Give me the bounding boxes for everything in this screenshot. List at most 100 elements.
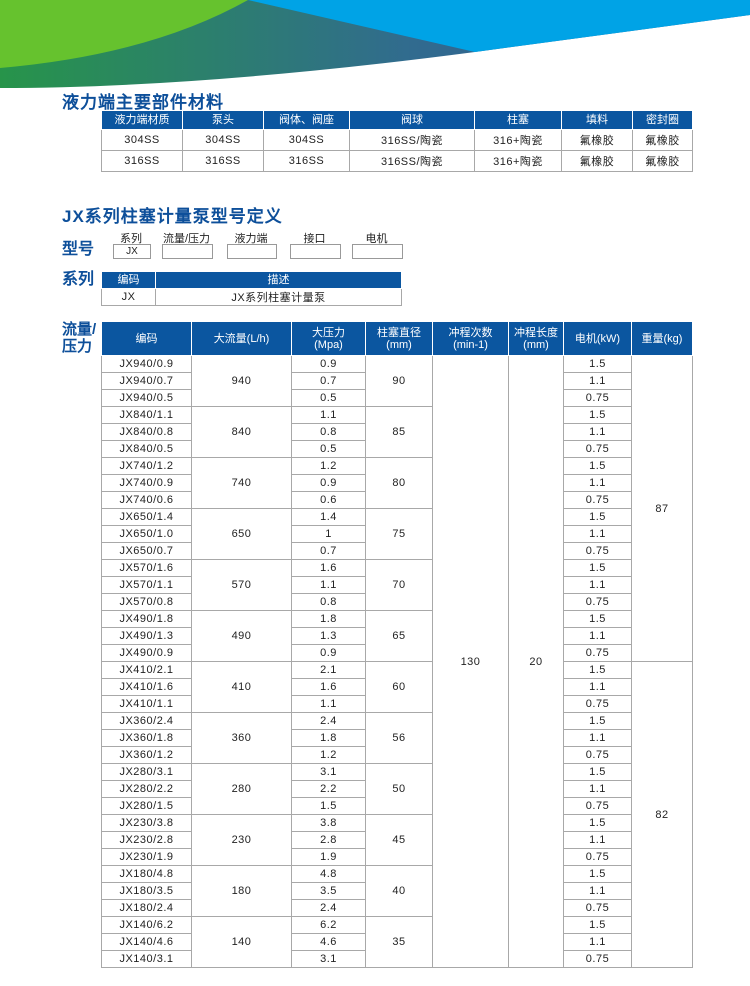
table-row: JX360/2.4 360 2.4 56 1.5 [101, 712, 693, 764]
table-row: JX940/0.9 940 0.9 90 130 20 1.5 87 [101, 355, 693, 968]
motor-power: 1.1 [563, 423, 632, 441]
max-pressure: 1.1 [291, 695, 366, 713]
materials-header: 填料 [561, 111, 633, 130]
model-code: JX410/1.1 [101, 695, 192, 713]
flow-header: 大流量(L/h) [191, 322, 292, 356]
plunger-diameter: 65 [365, 610, 433, 662]
motor-power: 1.5 [563, 814, 632, 832]
max-flow: 840 [191, 406, 292, 458]
model-field-1-box [162, 244, 213, 259]
model-code: JX280/3.1 [101, 763, 192, 781]
table-row: JX740/1.2 740 1.2 80 1.5 [101, 457, 693, 509]
max-flow: 570 [191, 559, 292, 611]
max-pressure: 1.1 [291, 406, 366, 424]
model-field-3-box [290, 244, 341, 259]
max-pressure: 1.8 [291, 729, 366, 747]
motor-power: 1.5 [563, 661, 632, 679]
table-row: JX650/1.0 1 1.1 [101, 525, 693, 543]
model-code: JX490/1.3 [101, 627, 192, 645]
flow-header: 大压力 (Mpa) [291, 322, 366, 356]
model-code: JX650/1.0 [101, 525, 192, 543]
series-header-desc: 描述 [155, 272, 402, 289]
model-code: JX490/0.9 [101, 644, 192, 662]
model-field-label: 接口 [303, 233, 326, 245]
max-pressure: 1.2 [291, 457, 366, 475]
table-row: JX650/1.4 650 1.4 75 1.5 [101, 508, 693, 560]
materials-header: 阀体、阀座 [263, 111, 350, 130]
table-row: JX570/1.6 570 1.6 70 1.5 [101, 559, 693, 611]
table-row: JX940/0.7 0.7 1.1 [101, 372, 693, 390]
table-row: JX740/0.6 0.6 0.75 [101, 491, 693, 509]
motor-power: 1.5 [563, 916, 632, 934]
motor-power: 0.75 [563, 644, 632, 662]
table-row: JX490/1.8 490 1.8 65 1.5 [101, 610, 693, 662]
motor-power: 1.1 [563, 882, 632, 900]
table-row: JX280/3.1 280 3.1 50 1.5 [101, 763, 693, 815]
max-flow: 280 [191, 763, 292, 815]
motor-power: 1.5 [563, 508, 632, 526]
table-row: 316SS 316SS 316SS 316SS/陶瓷 316+陶瓷 氟橡胶 氟橡胶 [101, 150, 693, 172]
table-row: JX180/3.5 3.5 1.1 [101, 882, 693, 900]
table-cell: 316SS [263, 150, 350, 172]
model-field-label: 流量/压力 [162, 233, 211, 245]
model-code: JX570/0.8 [101, 593, 192, 611]
plunger-diameter: 56 [365, 712, 433, 764]
model-code: JX140/4.6 [101, 933, 192, 951]
table-cell: 316SS [182, 150, 264, 172]
max-pressure: 0.9 [291, 355, 366, 373]
motor-power: 0.75 [563, 542, 632, 560]
max-flow: 360 [191, 712, 292, 764]
materials-header: 柱塞 [474, 111, 562, 130]
model-code: JX230/1.9 [101, 848, 192, 866]
flow-header: 冲程长度 (mm) [508, 322, 564, 356]
model-code: JX650/0.7 [101, 542, 192, 560]
table-row: JX570/1.1 1.1 1.1 [101, 576, 693, 594]
plunger-diameter: 90 [365, 355, 433, 407]
weight: 82 [631, 661, 693, 968]
max-pressure: 1.5 [291, 797, 366, 815]
model-field-label: 电机 [365, 233, 388, 245]
flow-header: 电机(kW) [563, 322, 632, 356]
max-pressure: 1.3 [291, 627, 366, 645]
max-pressure: 2.4 [291, 899, 366, 917]
flow-pressure-table: 编码 大流量(L/h) 大压力 (Mpa) 柱塞直径 (mm) 冲程次数 (min-1) 冲程长… [101, 322, 693, 968]
plunger-diameter: 40 [365, 865, 433, 917]
model-code: JX740/0.9 [101, 474, 192, 492]
weight: 87 [631, 355, 693, 662]
table-cell: 304SS [101, 129, 183, 151]
materials-header: 液力端材质 [101, 111, 183, 130]
table-row: JX570/0.8 0.8 0.75 [101, 593, 693, 611]
motor-power: 1.1 [563, 729, 632, 747]
model-code: JX230/2.8 [101, 831, 192, 849]
motor-power: 1.1 [563, 372, 632, 390]
motor-power: 1.5 [563, 610, 632, 628]
model-field-4-box [352, 244, 403, 259]
series-label: 系列 [62, 271, 95, 288]
model-code: JX360/1.8 [101, 729, 192, 747]
table-cell: 氟橡胶 [561, 150, 633, 172]
max-flow: 740 [191, 457, 292, 509]
model-code: JX280/1.5 [101, 797, 192, 815]
model-code: JX180/4.8 [101, 865, 192, 883]
series-desc: JX系列柱塞计量泵 [155, 288, 402, 306]
motor-power: 0.75 [563, 491, 632, 509]
model-code: JX570/1.1 [101, 576, 192, 594]
model-code: JX410/2.1 [101, 661, 192, 679]
plunger-diameter: 70 [365, 559, 433, 611]
motor-power: 1.5 [563, 457, 632, 475]
model-code: JX410/1.6 [101, 678, 192, 696]
table-cell: 316SS [101, 150, 183, 172]
motor-power: 1.1 [563, 780, 632, 798]
motor-power: 1.5 [563, 763, 632, 781]
table-cell: 316SS/陶瓷 [349, 129, 475, 151]
flow-header: 重量(kg) [631, 322, 693, 356]
plunger-diameter: 50 [365, 763, 433, 815]
table-row: 304SS 304SS 304SS 316SS/陶瓷 316+陶瓷 氟橡胶 氟橡胶 [101, 129, 693, 151]
motor-power: 1.1 [563, 831, 632, 849]
max-flow: 180 [191, 865, 292, 917]
motor-power: 1.5 [563, 355, 632, 373]
model-code: JX280/2.2 [101, 780, 192, 798]
table-row: JX840/1.1 840 1.1 85 1.5 [101, 406, 693, 458]
header-line: 冲程次数 [448, 326, 493, 339]
table-cell: 304SS [263, 129, 350, 151]
